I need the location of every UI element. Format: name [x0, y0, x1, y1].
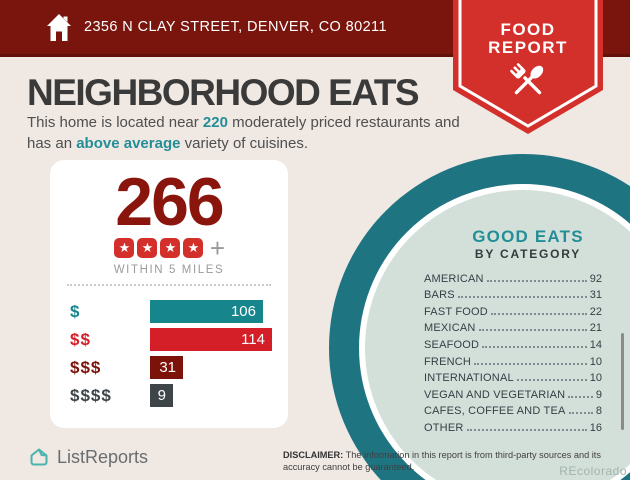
restaurant-count: 220 — [202, 114, 228, 131]
category-count: 21 — [589, 322, 602, 335]
property-address: 2356 N CLAY STREET, DENVER, CO 80211 — [84, 19, 387, 35]
dotted-leader — [490, 312, 587, 315]
subtitle-text: has an — [27, 135, 77, 152]
category-count: 92 — [589, 272, 602, 285]
bar-track: 9 — [150, 384, 272, 407]
subtitle-text: moderately priced restaurants and — [227, 114, 460, 131]
dotted-divider — [67, 284, 271, 286]
crossed-utensils-icon — [510, 63, 544, 95]
category-label: OTHER — [424, 421, 464, 434]
price-label: $$$$ — [70, 385, 112, 405]
dotted-leader — [568, 412, 593, 415]
good-eats-title: GOOD EATS — [472, 227, 584, 246]
star-icon: ★ — [137, 238, 158, 258]
radius-caption: WITHIN 5 MILES — [113, 264, 225, 276]
listreports-house-icon — [30, 448, 48, 466]
category-label: SEAFOOD — [424, 338, 480, 351]
category-count: 8 — [595, 405, 602, 418]
dotted-leader — [516, 379, 587, 382]
category-label: FRENCH — [424, 355, 472, 368]
category-row: MEXICAN 21 — [424, 318, 602, 335]
disclaimer: DISCLAIMER: The information in this repo… — [283, 449, 628, 473]
good-eats-subtitle: BY CATEGORY — [474, 247, 582, 261]
category-row: FRENCH 10 — [424, 351, 602, 368]
price-label: $$$ — [70, 357, 102, 377]
category-label: AMERICAN — [424, 272, 484, 285]
scrollbar-thumb[interactable] — [621, 333, 624, 430]
category-label: CAFES, COFFEE AND TEA — [424, 405, 566, 418]
star-icon: ★ — [160, 238, 181, 258]
category-row: VEGAN AND VEGETARIAN 9 — [424, 384, 602, 401]
category-label: MEXICAN — [424, 322, 476, 335]
summary-card: 266 ★ ★ ★ ★ + WITHIN 5 MILES $106 $$ 114 $$$ 31 $… — [50, 160, 288, 428]
category-row: OTHER 16 — [424, 417, 602, 434]
price-bar-chart: $106 $$ 114 $$$ 31 $$$$ 9 — [70, 300, 272, 412]
category-label: VEGAN AND VEGETARIAN — [424, 388, 566, 401]
subtitle-line1: This home is located near 220 moderately… — [27, 112, 460, 133]
total-restaurants: 266 — [115, 164, 224, 240]
price-bar-row: $$ 114 — [70, 328, 272, 351]
category-count: 22 — [589, 305, 602, 318]
category-label: FAST FOOD — [424, 305, 488, 318]
disclaimer-label: DISCLAIMER: — [283, 450, 344, 460]
star-icon: ★ — [183, 238, 204, 258]
category-row: BARS 31 — [424, 285, 602, 302]
category-count: 14 — [589, 338, 602, 351]
ribbon-title-line1: FOOD — [500, 20, 556, 39]
category-row: FAST FOOD 22 — [424, 301, 602, 318]
bar: 114 — [150, 328, 272, 351]
price-label: $$ — [70, 329, 91, 349]
plus-sign: + — [209, 233, 226, 263]
star-rating: ★ ★ ★ ★ + — [50, 233, 288, 263]
bar: 106 — [150, 300, 263, 323]
bar-track: 31 — [150, 356, 272, 379]
dotted-leader — [486, 279, 587, 282]
variety-highlight: above average — [76, 135, 181, 152]
dotted-leader — [568, 395, 593, 398]
page-title: NEIGHBORHOOD EATS — [27, 72, 420, 113]
category-row: SEAFOOD 14 — [424, 334, 602, 351]
dotted-leader — [482, 345, 587, 348]
dotted-leader — [478, 329, 587, 332]
category-count: 10 — [589, 372, 602, 385]
bar-track: 106 — [150, 300, 272, 323]
category-label: INTERNATIONAL — [424, 372, 514, 385]
brand-name: ListReports — [57, 446, 149, 467]
subtitle-text: This home is located near — [27, 114, 203, 131]
category-count: 16 — [589, 421, 602, 434]
category-list: AMERICAN 92 BARS 31 FAST FOOD 22 MEXICAN 21 SEAF… — [424, 268, 602, 434]
home-icon — [47, 14, 71, 41]
dotted-leader — [457, 296, 587, 299]
price-bar-row: $$$$ 9 — [70, 384, 272, 407]
listreports-brand: ListReports — [28, 446, 148, 468]
disclaimer-text: The information in this report is from t… — [283, 450, 601, 472]
category-label: BARS — [424, 289, 455, 302]
price-bar-row: $106 — [70, 300, 272, 323]
category-row: INTERNATIONAL 10 — [424, 368, 602, 385]
category-count: 10 — [589, 355, 602, 368]
category-row: CAFES, COFFEE AND TEA 8 — [424, 401, 602, 418]
dotted-leader — [474, 362, 587, 365]
star-icon: ★ — [114, 238, 135, 258]
recolorado-watermark: REcolorado — [559, 464, 627, 478]
subtitle-text: variety of cuisines. — [180, 135, 309, 152]
intro-subtitle: This home is located near 220 moderately… — [27, 112, 460, 154]
price-bar-row: $$$ 31 — [70, 356, 272, 379]
ribbon-title-line2: REPORT — [488, 38, 568, 57]
subtitle-line2: has an above average variety of cuisines… — [27, 133, 460, 154]
category-count: 31 — [589, 289, 602, 302]
category-count: 9 — [595, 388, 602, 401]
bar: 9 — [150, 384, 173, 407]
price-label: $ — [70, 301, 81, 321]
food-report-ribbon: FOOD REPORT — [453, 0, 603, 136]
category-row: AMERICAN 92 — [424, 268, 602, 285]
bar: 31 — [150, 356, 183, 379]
dotted-leader — [466, 428, 587, 431]
bar-track: 114 — [150, 328, 272, 351]
ribbon-shape — [453, 0, 603, 134]
